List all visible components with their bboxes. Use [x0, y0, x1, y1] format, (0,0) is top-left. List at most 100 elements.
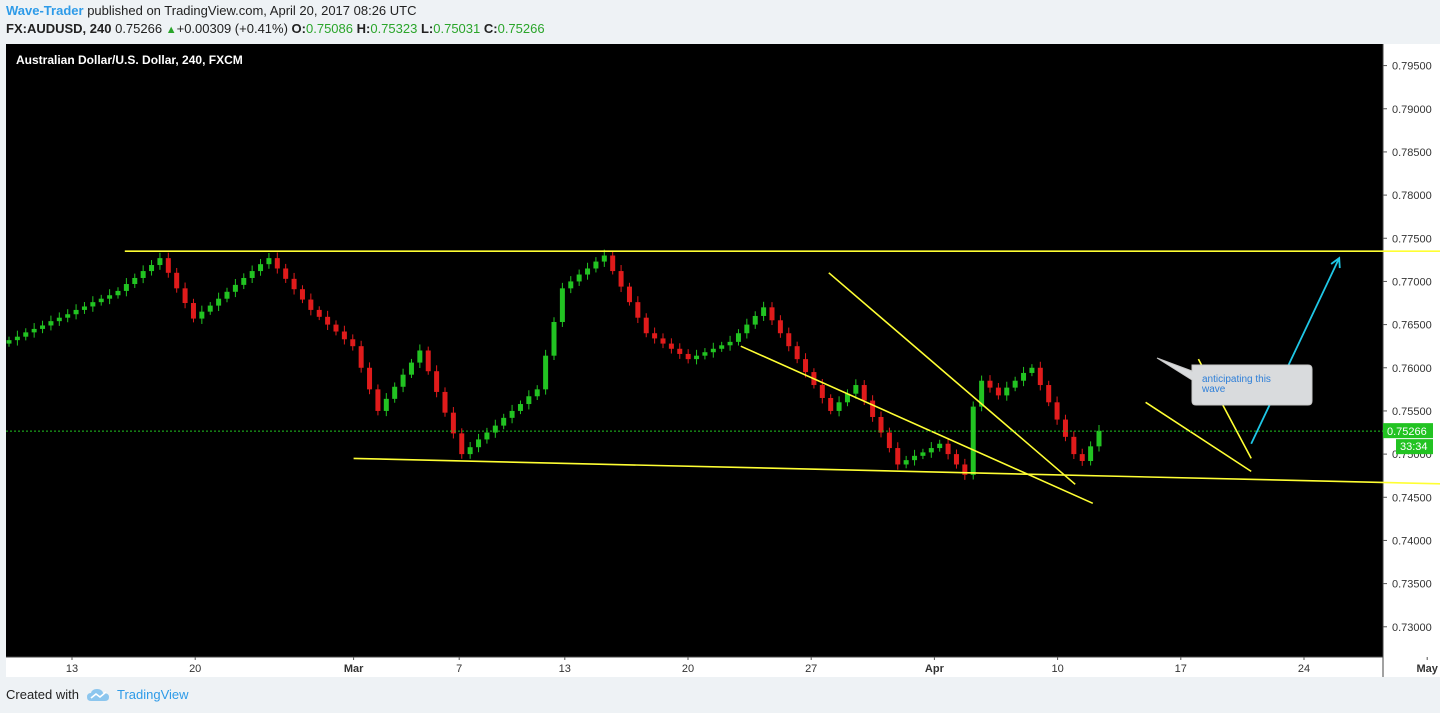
bull-candle[interactable] — [107, 289, 113, 305]
author-link[interactable]: Wave-Trader — [6, 3, 84, 18]
bull-candle[interactable] — [844, 389, 850, 407]
bull-candle[interactable] — [752, 311, 758, 329]
bull-candle[interactable] — [593, 257, 599, 273]
bull-candle[interactable] — [1021, 366, 1027, 387]
bull-candle[interactable] — [266, 252, 272, 269]
bull-candle[interactable] — [970, 401, 976, 480]
bear-candle[interactable] — [626, 282, 632, 306]
bull-candle[interactable] — [1012, 376, 1018, 392]
trendline-support[interactable] — [353, 457, 1440, 485]
bear-candle[interactable] — [325, 310, 331, 330]
bear-candle[interactable] — [1079, 448, 1085, 466]
bull-candle[interactable] — [735, 329, 741, 346]
bull-candle[interactable] — [408, 358, 414, 378]
bull-candle[interactable] — [476, 433, 482, 453]
bull-candle[interactable] — [216, 292, 222, 312]
bull-candle[interactable] — [417, 344, 423, 369]
bull-candle[interactable] — [249, 265, 255, 284]
bull-candle[interactable] — [1004, 381, 1010, 401]
bear-candle[interactable] — [1071, 431, 1077, 459]
bull-candle[interactable] — [937, 439, 943, 452]
bear-candle[interactable] — [442, 387, 448, 417]
bear-candle[interactable] — [367, 362, 373, 395]
bull-candle[interactable] — [6, 336, 12, 347]
bull-candle[interactable] — [761, 301, 767, 321]
tradingview-link[interactable]: TradingView — [86, 687, 189, 702]
bear-candle[interactable] — [459, 428, 465, 459]
bear-candle[interactable] — [350, 334, 356, 351]
bull-candle[interactable] — [853, 379, 859, 399]
bull-candle[interactable] — [979, 375, 985, 412]
bull-candle[interactable] — [132, 273, 138, 288]
bull-candle[interactable] — [241, 273, 247, 290]
bull-candle[interactable] — [526, 390, 532, 410]
bear-candle[interactable] — [668, 338, 674, 354]
bull-candle[interactable] — [140, 265, 146, 284]
bull-candle[interactable] — [517, 400, 523, 415]
bear-candle[interactable] — [786, 327, 792, 352]
annotation-bubble[interactable] — [1156, 357, 1313, 406]
bear-candle[interactable] — [870, 395, 876, 422]
bull-candle[interactable] — [81, 301, 87, 314]
trendline-channel-upper[interactable] — [828, 272, 1076, 485]
bull-candle[interactable] — [928, 442, 934, 458]
bear-candle[interactable] — [953, 449, 959, 469]
bear-candle[interactable] — [962, 458, 968, 480]
bear-candle[interactable] — [987, 375, 993, 393]
bear-candle[interactable] — [677, 343, 683, 359]
bear-candle[interactable] — [165, 252, 171, 278]
bear-candle[interactable] — [618, 265, 624, 293]
bear-candle[interactable] — [358, 340, 364, 373]
bear-candle[interactable] — [794, 341, 800, 364]
bull-candle[interactable] — [207, 302, 213, 315]
bull-candle[interactable] — [568, 276, 574, 294]
bear-candle[interactable] — [878, 411, 884, 438]
bear-candle[interactable] — [635, 296, 641, 324]
bull-candle[interactable] — [727, 335, 733, 351]
bear-candle[interactable] — [274, 252, 280, 274]
bear-candle[interactable] — [886, 427, 892, 453]
bull-candle[interactable] — [392, 382, 398, 403]
bear-candle[interactable] — [643, 313, 649, 338]
bear-candle[interactable] — [803, 353, 809, 378]
bear-candle[interactable] — [333, 320, 339, 336]
bear-candle[interactable] — [283, 263, 289, 283]
bull-candle[interactable] — [534, 385, 540, 401]
bear-candle[interactable] — [190, 298, 196, 323]
bull-candle[interactable] — [14, 330, 20, 346]
bear-candle[interactable] — [341, 325, 347, 345]
bull-candle[interactable] — [258, 258, 264, 276]
bull-candle[interactable] — [484, 427, 490, 444]
bear-candle[interactable] — [945, 437, 951, 460]
time-axis[interactable] — [6, 657, 1383, 677]
price-axis[interactable] — [1383, 44, 1440, 677]
bull-candle[interactable] — [710, 342, 716, 358]
bull-candle[interactable] — [702, 348, 708, 360]
bull-candle[interactable] — [492, 419, 498, 438]
bear-candle[interactable] — [828, 394, 834, 415]
bull-candle[interactable] — [1088, 441, 1094, 466]
bear-candle[interactable] — [308, 293, 314, 316]
bull-candle[interactable] — [400, 368, 406, 393]
bull-candle[interactable] — [920, 448, 926, 460]
bear-candle[interactable] — [777, 315, 783, 338]
bull-candle[interactable] — [912, 449, 918, 466]
trendline-wedge-lower[interactable] — [1145, 401, 1252, 473]
bull-candle[interactable] — [576, 269, 582, 286]
bull-candle[interactable] — [65, 309, 71, 323]
bull-candle[interactable] — [90, 296, 96, 312]
bull-candle[interactable] — [98, 294, 104, 306]
bull-candle[interactable] — [115, 287, 121, 299]
bull-candle[interactable] — [73, 304, 79, 320]
bear-candle[interactable] — [425, 346, 431, 375]
bear-candle[interactable] — [895, 442, 901, 470]
bear-candle[interactable] — [174, 267, 180, 293]
bull-candle[interactable] — [836, 396, 842, 417]
bear-candle[interactable] — [434, 365, 440, 398]
price-chart[interactable]: Australian Dollar/U.S. Dollar, 240, FXCM… — [0, 44, 1440, 677]
bull-candle[interactable] — [383, 393, 389, 417]
bull-candle[interactable] — [199, 305, 205, 324]
bull-candle[interactable] — [123, 278, 129, 297]
bear-candle[interactable] — [652, 327, 658, 344]
bull-candle[interactable] — [40, 320, 46, 334]
